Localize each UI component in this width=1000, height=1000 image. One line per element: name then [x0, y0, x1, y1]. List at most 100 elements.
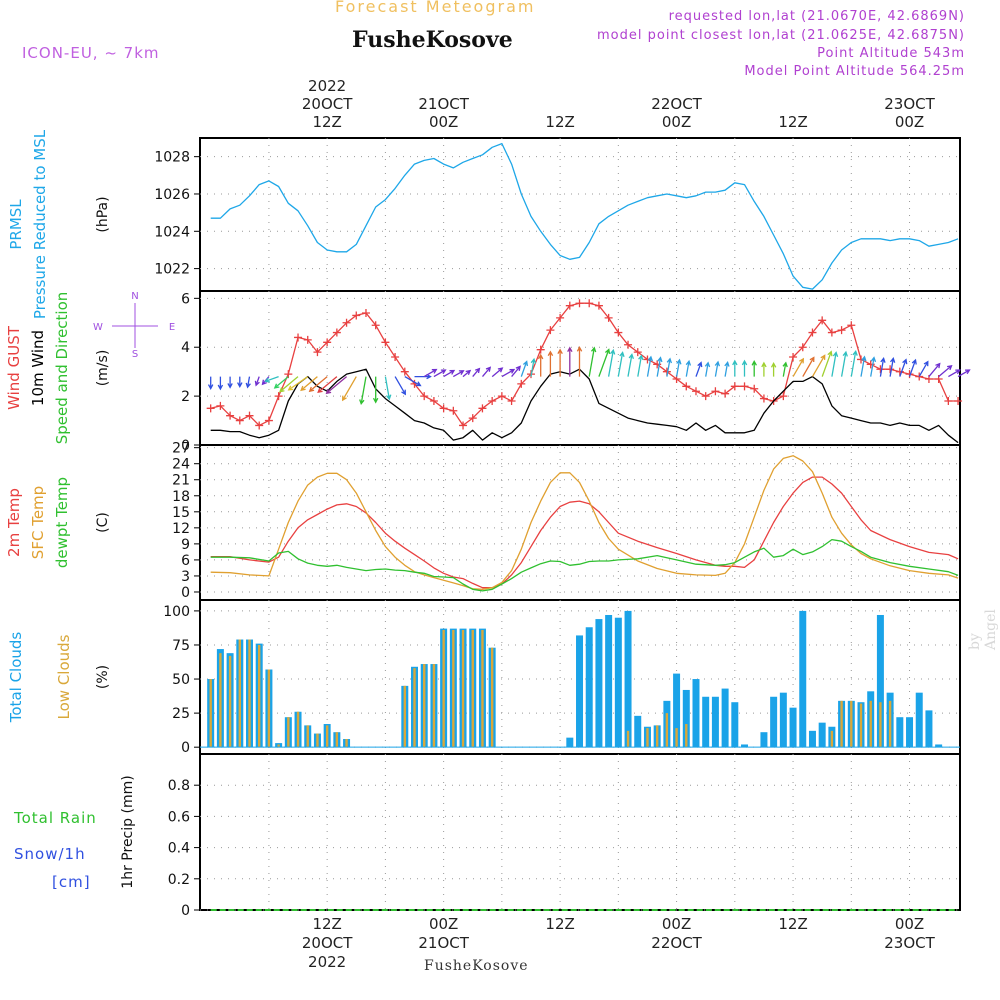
pressure-ytick-label: 1028 [154, 150, 190, 166]
total-cloud-bar [682, 689, 690, 748]
temperature-ytick-label: 24 [172, 457, 190, 473]
wind-direction-arrow [685, 359, 692, 377]
gust-marker [352, 311, 361, 320]
gust-marker [721, 389, 730, 398]
wind-direction-arrow [557, 348, 563, 377]
total-cloud-bar [614, 617, 622, 748]
gust-marker [255, 421, 264, 430]
wind-direction-arrow [254, 376, 260, 387]
gust-marker [371, 321, 380, 330]
clouds-ytick-label: 25 [172, 706, 190, 722]
top-axis-tick-label: 12Z [778, 113, 807, 131]
gust-marker [847, 321, 856, 330]
dewpt-line [210, 538, 959, 592]
total-cloud-bar [692, 679, 700, 748]
total-cloud-bar [808, 730, 816, 748]
compass-rose: N S W E [93, 291, 175, 360]
wind-direction-arrow [501, 368, 516, 378]
gust-marker [691, 387, 700, 396]
gust-marker [478, 404, 487, 413]
clouds-ytick-label: 50 [172, 672, 190, 688]
total-cloud-bar [896, 717, 904, 748]
wind-direction-arrow [811, 354, 826, 377]
total-cloud-bar [818, 722, 826, 748]
precip-unit-label: 1hr Precip (mm) [120, 775, 136, 888]
gust-marker [536, 345, 545, 354]
wind-direction-arrow [308, 376, 328, 393]
bottom-axis-tick-label: 22OCT [651, 934, 702, 952]
credit: by Angel [967, 609, 999, 650]
wind-direction-arrow [372, 376, 379, 404]
total-cloud-bar [624, 610, 632, 748]
wind-direction-arrow [264, 375, 279, 383]
low-cloud-bar [306, 725, 309, 748]
wind-direction-arrow [889, 357, 896, 377]
gust-line [210, 302, 959, 427]
gust-marker [750, 384, 759, 393]
top-axis-tick-label: 22OCT [651, 95, 702, 113]
gust-marker [323, 338, 332, 347]
gust-marker [488, 397, 497, 405]
bottom-axis-tick-label: 12Z [312, 915, 341, 933]
wind-direction-arrow [666, 357, 673, 377]
low-cloud-bar [879, 702, 882, 748]
wind-unit-label: (m/s) [95, 350, 111, 387]
wind-direction-arrow [245, 376, 251, 389]
gust-marker [294, 333, 303, 342]
compass-south: S [132, 349, 138, 360]
total-cloud-bar [760, 732, 768, 748]
low-cloud-bar [461, 629, 465, 748]
gust-marker [517, 379, 526, 388]
total-cloud-bar [595, 619, 603, 748]
wind-direction-arrow [207, 376, 214, 390]
wind-direction-arrow [567, 346, 573, 377]
wind-direction-arrow [792, 357, 805, 377]
gust-marker [459, 421, 468, 430]
gust-marker [216, 401, 225, 410]
temperature-frame [199, 444, 961, 601]
low-cloud-bar [316, 733, 319, 748]
pressure-unit-label: (hPa) [95, 196, 111, 232]
total-cloud-bar [634, 715, 642, 748]
low-cloud-bar [287, 717, 290, 748]
wind-direction-arrow [782, 361, 788, 377]
model-label: ICON-EU, ~ 7km [22, 44, 160, 62]
total-cloud-bar [721, 688, 729, 748]
wind-direction-arrow [704, 361, 711, 377]
pressure-ytick-label: 1024 [154, 224, 190, 240]
wind-direction-arrow [957, 369, 971, 378]
wind-direction-arrow [918, 360, 929, 377]
temperature-ytick-label: 9 [181, 537, 190, 553]
wind-direction-arrow [472, 367, 481, 378]
wind-ytick-label: 6 [181, 291, 190, 307]
model-altitude: Model Point Altitude 564.25m [744, 64, 965, 79]
gust-marker [556, 313, 565, 322]
low-cloud-bar [471, 629, 474, 748]
total-cloud-bar [915, 692, 923, 748]
total-cloud-bar [799, 610, 807, 748]
precip-legend-label: [cm] [52, 873, 91, 891]
gust-marker [497, 392, 506, 401]
gust-marker [206, 404, 215, 413]
low-cloud-bar [432, 664, 436, 748]
gust-marker [429, 397, 438, 405]
low-cloud-bar [296, 711, 300, 748]
gust-marker [449, 406, 458, 415]
low-cloud-bar [490, 647, 494, 748]
clouds-ytick-label: 100 [163, 604, 190, 620]
pressure-frame [199, 137, 961, 292]
total-cloud-bar [906, 717, 914, 748]
wind-direction-arrow [217, 376, 224, 391]
temperature-ytick-label: 18 [172, 489, 190, 505]
gust-marker [381, 338, 390, 347]
top-axis-tick-label: 20OCT [302, 95, 353, 113]
temperature-ytick-label: 3 [181, 569, 190, 585]
wind-direction-arrow [879, 357, 886, 377]
low-cloud-bar [345, 739, 348, 748]
low-cloud-bar [830, 730, 834, 748]
total-cloud-bar [779, 692, 787, 748]
temperature-ytick-label: 12 [172, 521, 190, 537]
total-cloud-bar [741, 744, 749, 748]
